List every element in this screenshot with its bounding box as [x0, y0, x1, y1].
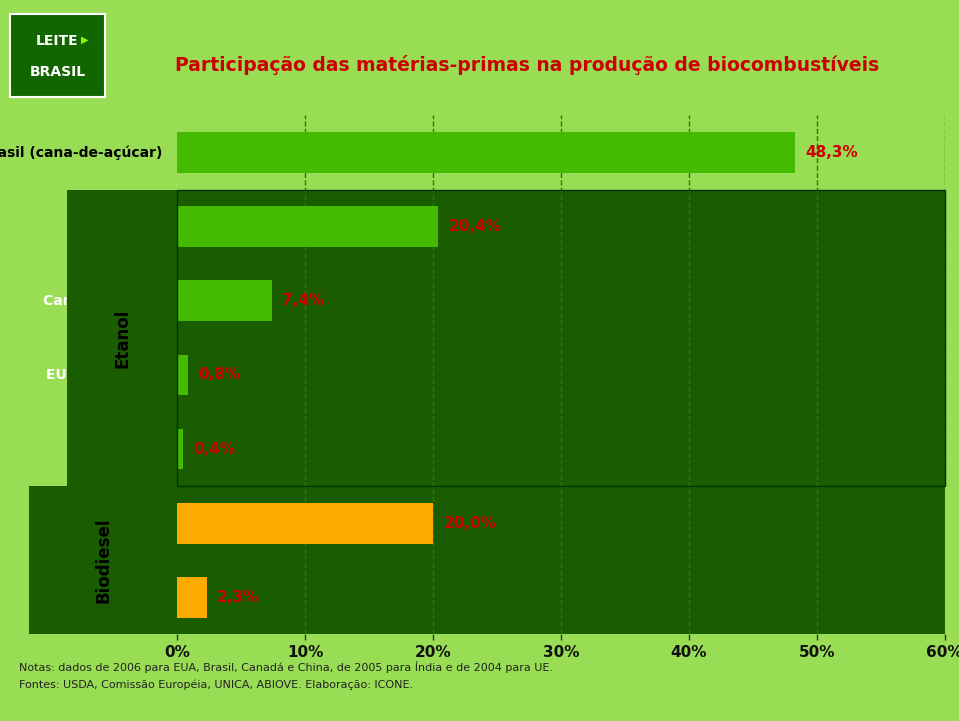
Bar: [177, 577, 207, 618]
Bar: [177, 206, 438, 247]
Text: Canadá (milho): Canadá (milho): [43, 293, 162, 308]
Text: 20,0%: 20,0%: [443, 516, 496, 531]
Bar: [177, 355, 188, 395]
Text: Etanol: Etanol: [113, 308, 131, 368]
Bar: [177, 486, 945, 634]
Text: 2,3%: 2,3%: [217, 590, 259, 605]
Bar: [177, 429, 182, 469]
Bar: [177, 115, 945, 190]
Text: EU (cereais): EU (cereais): [67, 442, 162, 456]
Bar: [177, 190, 945, 486]
Text: 20,4%: 20,4%: [449, 219, 502, 234]
Text: EUA (milho): EUA (milho): [70, 220, 162, 234]
Text: EU (beterraba): EU (beterraba): [46, 368, 162, 382]
Text: 0,8%: 0,8%: [198, 368, 240, 382]
Text: Brasil (cana-de-açúcar): Brasil (cana-de-açúcar): [0, 145, 162, 159]
Bar: [177, 132, 795, 173]
Text: Brasil (soja): Brasil (soja): [68, 590, 162, 604]
Text: LEITE: LEITE: [36, 34, 79, 48]
Text: 7,4%: 7,4%: [282, 293, 324, 309]
Text: BRASIL: BRASIL: [30, 66, 85, 79]
Bar: [177, 503, 433, 544]
Text: Biodiesel: Biodiesel: [94, 518, 112, 603]
Bar: [177, 280, 272, 321]
Text: Fontes: USDA, Comissão Européia, UNICA, ABIOVE. Elaboração: ICONE.: Fontes: USDA, Comissão Européia, UNICA, …: [19, 680, 413, 690]
Text: 0,4%: 0,4%: [193, 441, 235, 456]
Text: Participação das matérias-primas na produção de biocombustíveis: Participação das matérias-primas na prod…: [175, 55, 879, 75]
Text: 48,3%: 48,3%: [806, 145, 858, 160]
Text: Notas: dados de 2006 para EUA, Brasil, Canadá e China, de 2005 para Índia e de 2: Notas: dados de 2006 para EUA, Brasil, C…: [19, 661, 553, 673]
Text: ▶: ▶: [81, 35, 88, 44]
Text: UE (oleaginosas): UE (oleaginosas): [31, 516, 162, 530]
